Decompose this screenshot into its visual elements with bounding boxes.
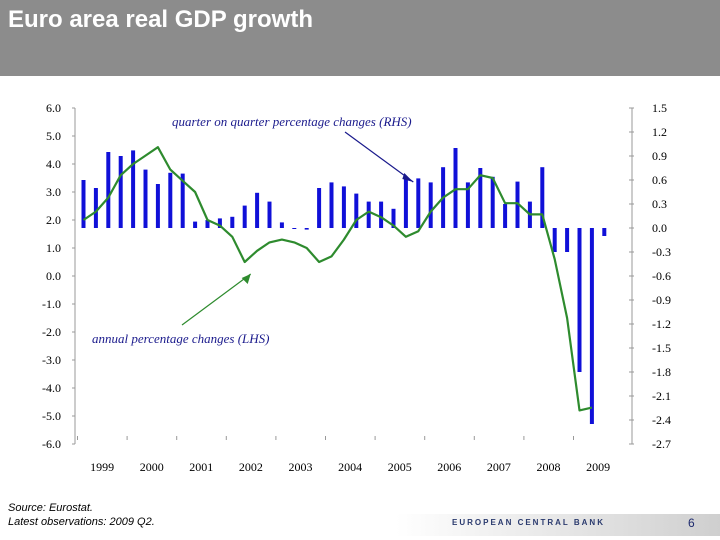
right-tick-label: 0.3 xyxy=(652,197,667,211)
x-tick-label: 2008 xyxy=(537,460,561,474)
qoq-bar xyxy=(341,186,346,228)
left-tick-label: 0.0 xyxy=(46,269,61,283)
x-tick-label: 1999 xyxy=(90,460,114,474)
qoq-bar xyxy=(589,228,594,424)
qoq-bar xyxy=(106,152,111,228)
x-tick-label: 2007 xyxy=(487,460,511,474)
qoq-bar xyxy=(478,168,483,228)
footer-bar xyxy=(0,514,720,536)
qoq-bar xyxy=(317,188,322,228)
left-tick-label: -6.0 xyxy=(42,437,61,451)
qoq-bar xyxy=(565,228,570,252)
qoq-bar xyxy=(155,184,160,228)
qoq-bar xyxy=(503,204,508,228)
right-tick-label: -1.5 xyxy=(652,341,671,355)
qoq-bar xyxy=(366,201,371,228)
qoq-bar xyxy=(217,218,222,228)
left-tick-label: 1.0 xyxy=(46,241,61,255)
qoq-bar xyxy=(242,205,247,228)
qoq-bar xyxy=(453,148,458,228)
annual-growth-line xyxy=(82,146,593,412)
qoq-bar xyxy=(577,228,582,372)
qoq-bar xyxy=(292,228,297,229)
left-tick-label: -1.0 xyxy=(42,297,61,311)
annual-annotation-label: annual percentage changes (LHS) xyxy=(92,331,270,346)
qoq-annotation-label: quarter on quarter percentage changes (R… xyxy=(172,114,412,129)
right-tick-label: -2.4 xyxy=(652,413,671,427)
qoq-bar xyxy=(403,178,408,228)
left-tick-label: 2.0 xyxy=(46,213,61,227)
x-tick-label: 2006 xyxy=(437,460,461,474)
qoq-bar xyxy=(180,173,185,228)
right-tick-label: -1.2 xyxy=(652,317,671,331)
left-tick-label: 3.0 xyxy=(46,185,61,199)
qoq-bar xyxy=(465,182,470,228)
right-tick-label: -1.8 xyxy=(652,365,671,379)
qoq-bar xyxy=(255,192,260,228)
qoq-bar xyxy=(428,182,433,228)
left-tick-label: -4.0 xyxy=(42,381,61,395)
qoq-bar xyxy=(540,167,545,228)
qoq-bar xyxy=(81,180,86,228)
latest-observation-note: Latest observations: 2009 Q2. xyxy=(8,516,155,528)
left-tick-label: -2.0 xyxy=(42,325,61,339)
annual-annotation-arrowhead xyxy=(241,274,251,284)
right-tick-label: 1.5 xyxy=(652,101,667,115)
page-number: 6 xyxy=(688,516,695,530)
x-tick-label: 2005 xyxy=(388,460,412,474)
annual-annotation-arrow xyxy=(181,273,252,326)
x-tick-label: 2003 xyxy=(289,460,313,474)
qoq-annotation-arrowhead xyxy=(402,173,414,182)
left-tick-label: 6.0 xyxy=(46,101,61,115)
left-tick-label: 4.0 xyxy=(46,157,61,171)
right-tick-label: -0.6 xyxy=(652,269,671,283)
qoq-bar xyxy=(379,201,384,228)
qoq-bar xyxy=(416,178,421,228)
right-tick-label: 0.0 xyxy=(652,221,667,235)
qoq-bar xyxy=(329,182,334,228)
right-tick-label: -2.7 xyxy=(652,437,671,451)
left-tick-label: 5.0 xyxy=(46,129,61,143)
qoq-bar xyxy=(391,208,396,228)
qoq-bar xyxy=(205,220,210,228)
right-tick-label: -2.1 xyxy=(652,389,671,403)
qoq-bar xyxy=(515,181,520,228)
left-tick-label: -5.0 xyxy=(42,409,61,423)
right-tick-label: -0.9 xyxy=(652,293,671,307)
qoq-bar xyxy=(490,176,495,228)
qoq-bar xyxy=(230,216,235,228)
right-tick-label: -0.3 xyxy=(652,245,671,259)
x-tick-label: 2000 xyxy=(140,460,164,474)
qoq-bar xyxy=(193,221,198,228)
ecb-logo-text: EUROPEAN CENTRAL BANK xyxy=(452,518,605,527)
right-tick-label: 0.6 xyxy=(652,173,667,187)
qoq-annotation-arrow xyxy=(344,131,414,183)
page-title: Euro area real GDP growth xyxy=(8,6,313,33)
qoq-bar xyxy=(552,228,557,252)
qoq-bar xyxy=(118,156,123,228)
x-tick-label: 2001 xyxy=(189,460,213,474)
qoq-bar xyxy=(143,169,148,228)
qoq-bar xyxy=(168,172,173,228)
qoq-bar xyxy=(602,228,607,236)
qoq-bar xyxy=(354,193,359,228)
title-bar: Euro area real GDP growth xyxy=(0,0,720,76)
gdp-chart: 6.0 5.0 4.0 3.0 2.0 1.0 0.0 -1.0 -2.0 -3.0 -4.0 -5.… xyxy=(42,101,671,474)
x-tick-label: 2002 xyxy=(239,460,263,474)
right-tick-label: 1.2 xyxy=(652,125,667,139)
qoq-bar xyxy=(131,150,136,228)
qoq-bar xyxy=(93,188,98,228)
qoq-bar xyxy=(304,228,309,230)
source-note: Source: Eurostat. xyxy=(8,502,93,514)
x-tick-label: 2009 xyxy=(586,460,610,474)
qoq-bar xyxy=(267,201,272,228)
qoq-bar xyxy=(279,222,284,228)
left-tick-label: -3.0 xyxy=(42,353,61,367)
right-tick-label: 0.9 xyxy=(652,149,667,163)
x-tick-label: 2004 xyxy=(338,460,362,474)
